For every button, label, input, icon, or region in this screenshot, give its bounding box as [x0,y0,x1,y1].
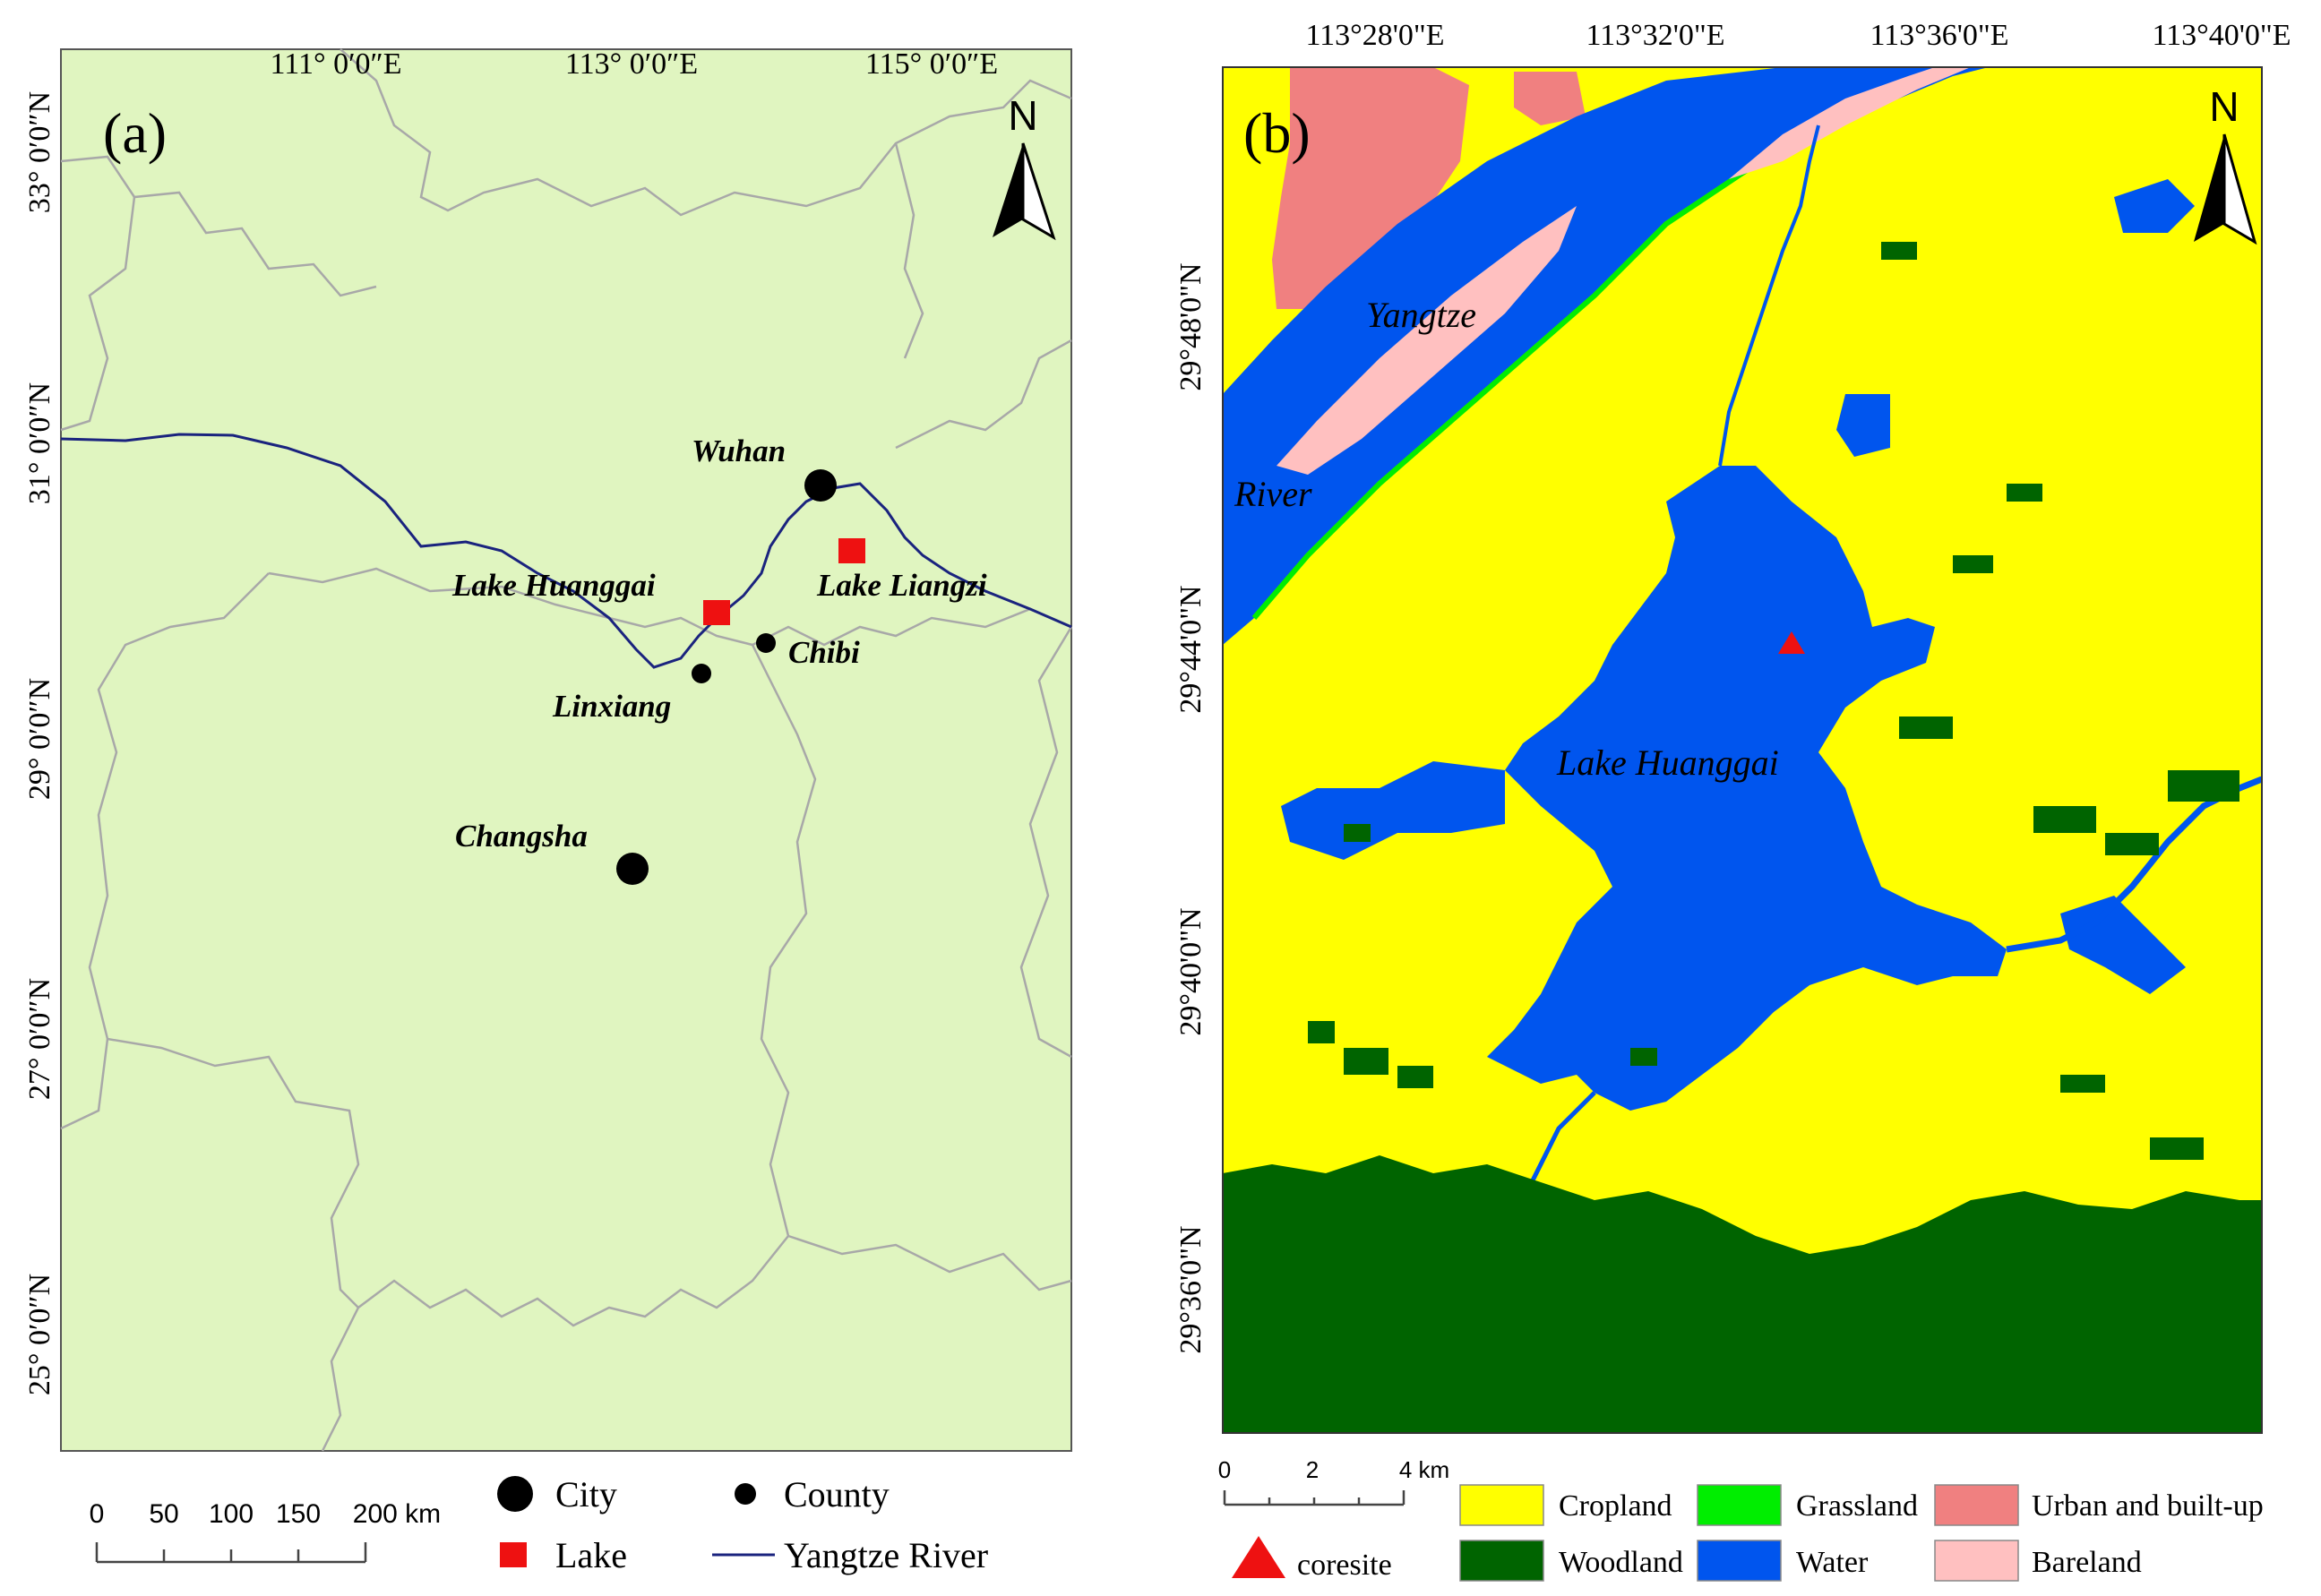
north-arrow-b-icon: N [2194,83,2257,245]
bareland-sandbar [1277,206,1577,475]
svg-text:N: N [2209,83,2239,130]
panel-b-map: 113°28'0"E 113°32'0"E 113°36'0"E 113°40'… [1174,19,2291,1582]
city-marker-changsha [616,853,649,885]
scale-bar-a: 0 50 100 150 200 km [90,1499,441,1564]
place-label-chibi: Chibi [788,635,860,670]
woodland-area-south [1223,1155,2262,1433]
svg-text:100: 100 [209,1499,254,1529]
map-b-lon-ticks: 113°28'0"E 113°32'0"E 113°36'0"E 113°40'… [1305,19,2291,52]
lat-tick-31: 31° 0′0″N [23,382,56,504]
map-b-lat-ticks: 29°48'0"N 29°44'0"N 29°40'0"N 29°36'0"N [1174,262,1208,1353]
legend-county-label: County [784,1474,890,1514]
county-marker-linxiang [692,664,711,683]
place-label-lake-liangzi: Lake Liangzi [816,568,987,603]
yangtze-river-line [60,433,1072,669]
lat-tick-b-3: 29°40'0"N [1174,907,1208,1035]
legend-urban-swatch [1934,1484,2019,1526]
legend-cropland-label: Cropland [1559,1489,1672,1523]
label-yangtze: Yangtze [1366,295,1476,335]
svg-text:150: 150 [276,1499,321,1529]
legend-coresite-label: coresite [1297,1549,1392,1582]
label-river: River [1234,474,1312,514]
lon-tick-115: 115° 0′0″E [865,47,998,81]
panel-a-label: (a) [103,101,167,165]
legend-county-icon [735,1483,756,1505]
legend-water-label: Water [1796,1546,1869,1579]
lat-tick-b-2: 29°44'0"N [1174,585,1208,713]
place-label-wuhan: Wuhan [692,433,786,468]
province-boundaries [60,48,1073,1452]
svg-text:200 km: 200 km [353,1499,441,1529]
legend-grassland-label: Grassland [1796,1489,1918,1523]
north-arrow-icon: N [993,92,1056,241]
legend-a: City County Lake Yangtze River [497,1474,988,1575]
legend-woodland-swatch [1459,1540,1544,1582]
lake-marker-liangzi [838,538,865,563]
lat-tick-b-4: 29°36'0"N [1174,1225,1208,1353]
lon-tick-b-3: 113°36'0"E [1870,19,2008,52]
svg-text:0: 0 [1218,1456,1231,1483]
legend-city-icon [497,1476,533,1512]
coresite-marker [1778,631,1805,654]
lon-tick-111: 111° 0′0″E [271,47,402,81]
place-label-linxiang: Linxiang [552,689,671,724]
lon-tick-b-1: 113°28'0"E [1305,19,1444,52]
legend-woodland-label: Woodland [1559,1546,1683,1579]
lake-huanggai-water [1487,466,2007,1111]
urban-area-nw [1272,67,1469,309]
map-b-frame [1222,66,2263,1434]
legend-cropland-swatch [1459,1484,1544,1526]
lon-tick-b-4: 113°40'0"E [2152,19,2291,52]
legend-b: coresite Cropland Woodland Grassland Wat… [1232,1484,2264,1582]
county-marker-chibi [756,633,776,653]
panel-a-map: 111° 0′0″E 113° 0′0″E 115° 0′0″E 33° 0′0… [23,47,1073,1575]
map-a-lon-ticks: 111° 0′0″E 113° 0′0″E 115° 0′0″E [271,47,999,81]
lat-tick-b-1: 29°48'0"N [1174,262,1208,390]
city-marker-wuhan [804,469,837,502]
lat-tick-25: 25° 0′0″N [23,1274,56,1395]
place-label-changsha: Changsha [455,819,588,854]
map-a-background [60,48,1072,1452]
legend-bareland-swatch [1934,1540,2019,1582]
legend-coresite-icon [1232,1536,1285,1578]
label-lake-huanggai: Lake Huanggai [1556,742,1779,783]
lat-tick-29: 29° 0′0″N [23,678,56,800]
lat-tick-27: 27° 0′0″N [23,978,56,1100]
lat-tick-33: 33° 0′0″N [23,91,56,213]
scale-bar-b: 0 2 4 km [1218,1456,1449,1506]
svg-text:0: 0 [90,1499,105,1529]
legend-grassland-swatch [1697,1484,1782,1526]
woodland-patches [1308,242,2239,1160]
yangtze-water [1223,67,1989,645]
legend-water-swatch [1697,1540,1782,1582]
lon-tick-113: 113° 0′0″E [565,47,698,81]
svg-text:50: 50 [149,1499,178,1529]
lake-marker-huanggai [703,600,730,625]
legend-bareland-label: Bareland [2032,1546,2142,1579]
place-label-lake-huanggai: Lake Huanggai [451,568,656,603]
svg-text:4 km: 4 km [1399,1456,1449,1483]
svg-text:N: N [1008,92,1037,139]
legend-lake-label: Lake [555,1535,627,1575]
svg-text:2: 2 [1306,1456,1319,1483]
legend-urban-label: Urban and built-up [2032,1489,2264,1523]
panel-b-label: (b) [1243,101,1311,165]
legend-lake-icon [500,1542,527,1567]
legend-river-label: Yangtze River [784,1535,988,1575]
legend-city-label: City [555,1474,617,1514]
map-a-lat-ticks: 33° 0′0″N 31° 0′0″N 29° 0′0″N 27° 0′0″N … [23,91,56,1395]
lon-tick-b-2: 113°32'0"E [1586,19,1724,52]
